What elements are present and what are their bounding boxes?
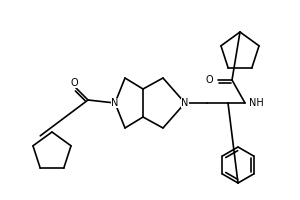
Text: N: N — [111, 98, 119, 108]
Text: O: O — [206, 75, 213, 85]
Text: N: N — [181, 98, 189, 108]
Text: O: O — [70, 78, 78, 88]
Text: NH: NH — [249, 98, 264, 108]
